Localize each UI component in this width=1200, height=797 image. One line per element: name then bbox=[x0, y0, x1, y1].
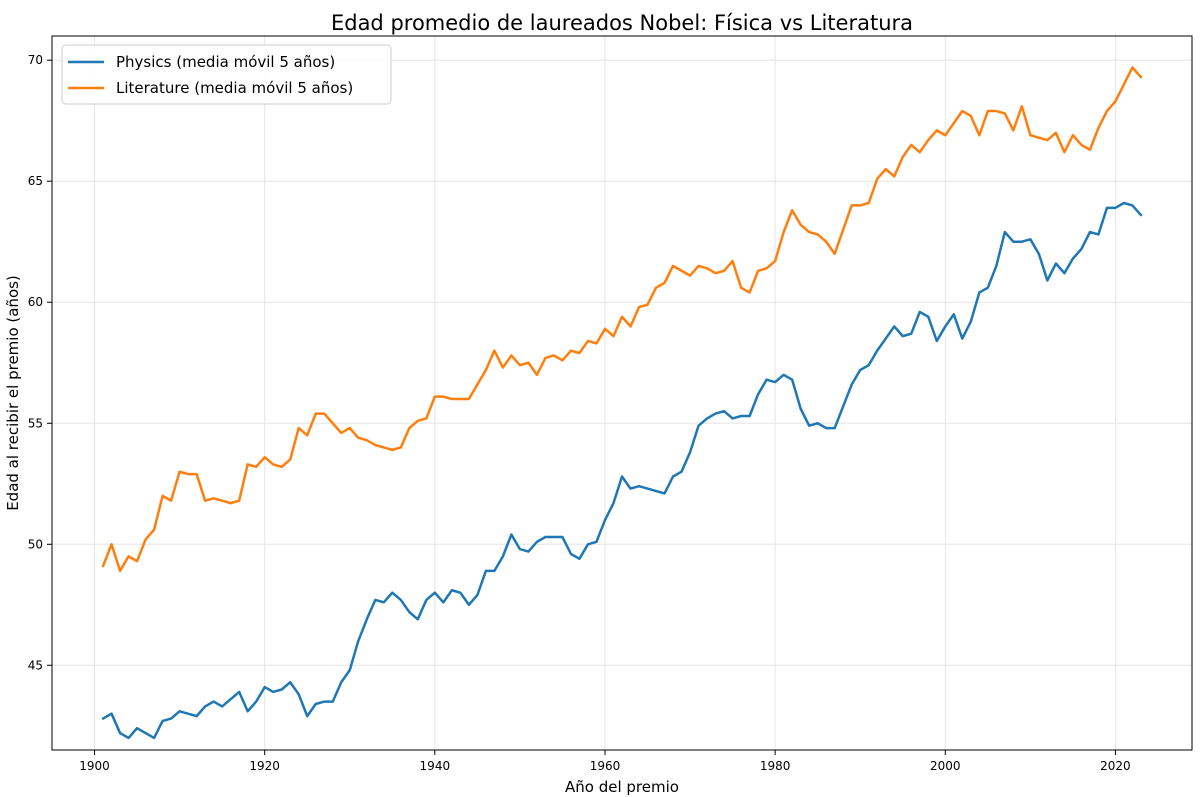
y-tick-label: 55 bbox=[28, 416, 43, 430]
x-tick-label: 2000 bbox=[930, 759, 961, 773]
x-tick-label: 1980 bbox=[760, 759, 791, 773]
legend-box bbox=[61, 44, 392, 105]
ticks: 1900 1920 1940 1960 1980 2000 2020 45 50 55 60 65 70 bbox=[28, 53, 1131, 773]
legend-label-literature: Literature (media móvil 5 años) bbox=[116, 79, 353, 97]
y-tick-label: 65 bbox=[28, 174, 43, 188]
x-tick-label: 1920 bbox=[249, 759, 280, 773]
x-tick-label: 1960 bbox=[590, 759, 621, 773]
grid bbox=[52, 36, 1192, 750]
series-line-physics bbox=[101, 201, 1143, 740]
series-layer bbox=[101, 66, 1143, 740]
series-line-literature bbox=[101, 66, 1143, 573]
plot-frame bbox=[51, 35, 1193, 751]
chart-title: Edad promedio de laureados Nobel: Física… bbox=[331, 11, 913, 35]
y-tick-label: 60 bbox=[28, 295, 43, 309]
x-tick-label: 1900 bbox=[79, 759, 110, 773]
y-axis-title: Edad al recibir el premio (años) bbox=[4, 275, 22, 511]
legend: Physics (media móvil 5 años) Literature … bbox=[61, 44, 392, 105]
x-tick-label: 1940 bbox=[420, 759, 451, 773]
x-axis-title: Año del premio bbox=[565, 778, 679, 796]
x-tick-label: 2020 bbox=[1100, 759, 1131, 773]
legend-label-physics: Physics (media móvil 5 años) bbox=[116, 53, 335, 71]
y-tick-label: 45 bbox=[28, 658, 43, 672]
y-tick-label: 70 bbox=[28, 53, 43, 67]
y-tick-label: 50 bbox=[28, 537, 43, 551]
